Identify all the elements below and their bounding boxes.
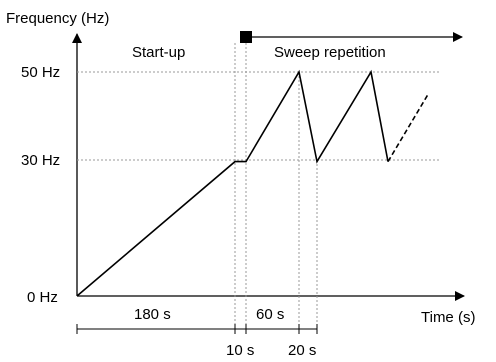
phase-label-sweep: Sweep repetition [274,44,386,61]
duration-label-sweep-up: 60 s [256,306,284,323]
frequency-profile-line [76,69,389,297]
y-tick-label-50hz: 50 Hz [21,64,60,81]
duration-label-sweep-down: 20 s [288,342,316,359]
sweep-start-marker [240,31,252,43]
y-axis-title: Frequency (Hz) [6,10,109,27]
y-tick-label-0hz: 0 Hz [27,289,58,306]
frequency-profile-continuation [387,93,429,163]
phase-label-startup: Start-up [132,44,185,61]
duration-label-ramp: 180 s [134,306,171,323]
y-tick-label-30hz: 30 Hz [21,152,60,169]
duration-label-hold: 10 s [226,342,254,359]
x-axis-title: Time (s) [421,309,475,326]
